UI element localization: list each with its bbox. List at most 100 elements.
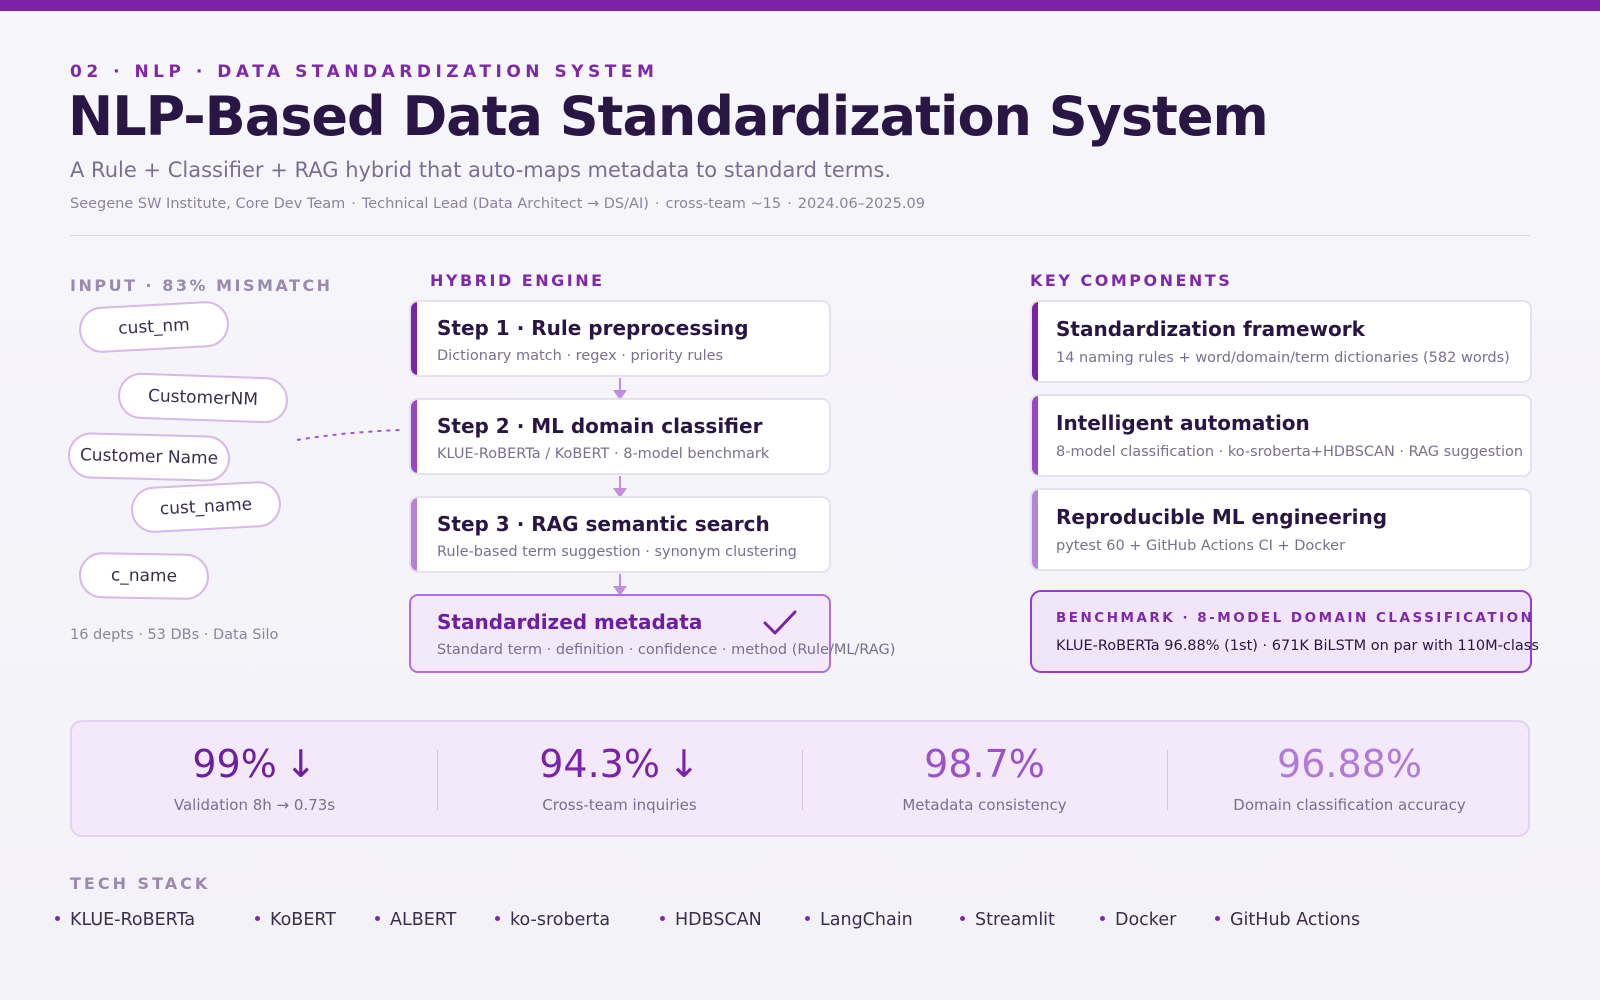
tech-item-label: KoBERT — [270, 910, 336, 930]
step-accent-bar — [411, 302, 417, 375]
tech-item-label: ALBERT — [390, 910, 457, 930]
meta-separator: · — [787, 196, 792, 212]
stat-consistency: 98.7% Metadata consistency — [802, 722, 1167, 835]
result-title: Standardized metadata — [437, 610, 703, 634]
flow-arrow-icon — [613, 378, 627, 400]
component-description: pytest 60 + GitHub Actions CI + Docker — [1056, 538, 1346, 554]
component-description: 8-model classification · ko-sroberta+HDB… — [1056, 444, 1524, 460]
stat-value: 96.88% — [1277, 742, 1422, 786]
stat-value: 99% ↓ — [72, 742, 437, 786]
meta-separator: · — [351, 196, 356, 212]
engine-step-rag: Step 3 · RAG semantic search Rule-based … — [409, 496, 831, 573]
input-pill: cust_nm — [77, 300, 231, 354]
bullet-icon — [960, 915, 965, 921]
input-to-engine-connector — [296, 429, 402, 441]
meta-team: cross-team ~15 — [665, 196, 782, 212]
input-pill: c_name — [78, 551, 210, 601]
meta-role: Technical Lead (Data Architect → DS/AI) — [361, 196, 649, 212]
tech-item-label: ko-sroberta — [510, 910, 611, 930]
bullet-icon — [55, 915, 60, 921]
meta-period: 2024.06–2025.09 — [797, 196, 925, 212]
stat-label: Metadata consistency — [902, 796, 1067, 814]
tech-item: ALBERT — [375, 910, 456, 930]
benchmark-card: BENCHMARK · 8-MODEL DOMAIN CLASSIFICATIO… — [1030, 590, 1539, 673]
tech-item-label: KLUE-RoBERTa — [70, 910, 196, 930]
stat-number: 94.3% — [539, 742, 660, 786]
tech-item-label: LangChain — [820, 910, 913, 930]
arrow-down-icon: ↓ — [667, 742, 700, 786]
stat-divider — [1167, 750, 1168, 810]
tech-item: Docker — [1100, 910, 1176, 930]
tech-item-label: GitHub Actions — [1230, 910, 1361, 930]
stat-label: Validation 8h → 0.73s — [173, 796, 336, 814]
result-description: Standard term · definition · confidence … — [437, 642, 896, 658]
component-accent-bar — [1032, 396, 1038, 475]
component-title: Standardization framework — [1056, 317, 1365, 341]
stat-value: 98.7% — [924, 742, 1045, 786]
tech-item: KoBERT — [255, 910, 336, 930]
meta-line: Seegene SW Institute, Core Dev Team · Tech… — [70, 196, 925, 212]
header-divider — [70, 235, 1530, 236]
stat-label: Domain classification accuracy — [1233, 796, 1466, 814]
stat-divider — [437, 750, 438, 810]
component-accent-bar — [1032, 302, 1038, 381]
component-ml-engineering: Reproducible ML engineering pytest 60 + … — [1030, 488, 1532, 571]
input-pill: CustomerNM — [117, 372, 289, 424]
step-title: Step 1 · Rule preprocessing — [437, 316, 749, 340]
bullet-icon — [1100, 915, 1105, 921]
stat-accuracy: 96.88% Domain classification accuracy — [1167, 722, 1532, 835]
step-accent-bar — [411, 400, 417, 473]
bullet-icon — [805, 915, 810, 921]
benchmark-title: BENCHMARK · 8-MODEL DOMAIN CLASSIFICATIO… — [1056, 610, 1535, 626]
stat-value: 94.3% ↓ — [437, 742, 802, 786]
step-title: Step 2 · ML domain classifier — [437, 414, 763, 438]
tech-item: LangChain — [805, 910, 913, 930]
tech-item: ko-sroberta — [495, 910, 610, 930]
top-accent-bar — [0, 0, 1600, 11]
component-framework: Standardization framework 14 naming rule… — [1030, 300, 1532, 383]
component-automation: Intelligent automation 8-model classific… — [1030, 394, 1532, 477]
component-description: 14 naming rules + word/domain/term dicti… — [1056, 350, 1510, 366]
step-description: Dictionary match · regex · priority rule… — [437, 348, 724, 364]
stats-panel: 99% ↓ Validation 8h → 0.73s 94.3% ↓ Cross-… — [70, 720, 1530, 837]
engine-label: HYBRID ENGINE — [430, 271, 605, 290]
step-title: Step 3 · RAG semantic search — [437, 512, 770, 536]
tech-item: GitHub Actions — [1215, 910, 1360, 930]
engine-step-rule: Step 1 · Rule preprocessing Dictionary m… — [409, 300, 831, 377]
component-title: Intelligent automation — [1056, 411, 1310, 435]
eyebrow: 02 · NLP · DATA STANDARDIZATION SYSTEM — [70, 62, 659, 82]
engine-step-ml: Step 2 · ML domain classifier KLUE-RoBER… — [409, 398, 831, 475]
tech-item-label: HDBSCAN — [675, 910, 762, 930]
benchmark-description: KLUE-RoBERTa 96.88% (1st) · 671K BiLSTM … — [1056, 638, 1539, 654]
engine-result: Standardized metadata Standard term · de… — [409, 594, 895, 673]
page-title: NLP-Based Data Standardization System — [68, 85, 1269, 148]
components-label: KEY COMPONENTS — [1030, 271, 1233, 290]
stat-divider — [802, 750, 803, 810]
tech-item-label: Docker — [1115, 910, 1177, 930]
stat-inquiries: 94.3% ↓ Cross-team inquiries — [437, 722, 802, 835]
bullet-icon — [660, 915, 665, 921]
bullet-icon — [255, 915, 260, 921]
step-description: Rule-based term suggestion · synonym clu… — [437, 544, 797, 560]
input-pill: Customer Name — [67, 431, 231, 483]
step-description: KLUE-RoBERTa / KoBERT · 8-model benchmar… — [437, 446, 770, 462]
stat-label: Cross-team inquiries — [542, 796, 697, 814]
input-pill: cust_name — [129, 480, 283, 534]
stat-number: 99% — [192, 742, 277, 786]
tech-item: HDBSCAN — [660, 910, 762, 930]
step-accent-bar — [411, 498, 417, 571]
input-footer: 16 depts · 53 DBs · Data Silo — [70, 627, 279, 643]
meta-org: Seegene SW Institute, Core Dev Team — [70, 196, 346, 212]
tech-item: Streamlit — [960, 910, 1055, 930]
input-label: INPUT · 83% MISMATCH — [70, 276, 333, 295]
page-subtitle: A Rule + Classifier + RAG hybrid that au… — [70, 158, 892, 182]
bullet-icon — [495, 915, 500, 921]
component-title: Reproducible ML engineering — [1056, 505, 1388, 529]
tech-item: KLUE-RoBERTa — [55, 910, 195, 930]
check-icon — [763, 610, 797, 635]
flow-arrow-icon — [613, 476, 627, 498]
component-accent-bar — [1032, 490, 1038, 569]
meta-separator: · — [654, 196, 660, 212]
bullet-icon — [375, 915, 380, 921]
tech-stack-label: TECH STACK — [70, 874, 211, 893]
